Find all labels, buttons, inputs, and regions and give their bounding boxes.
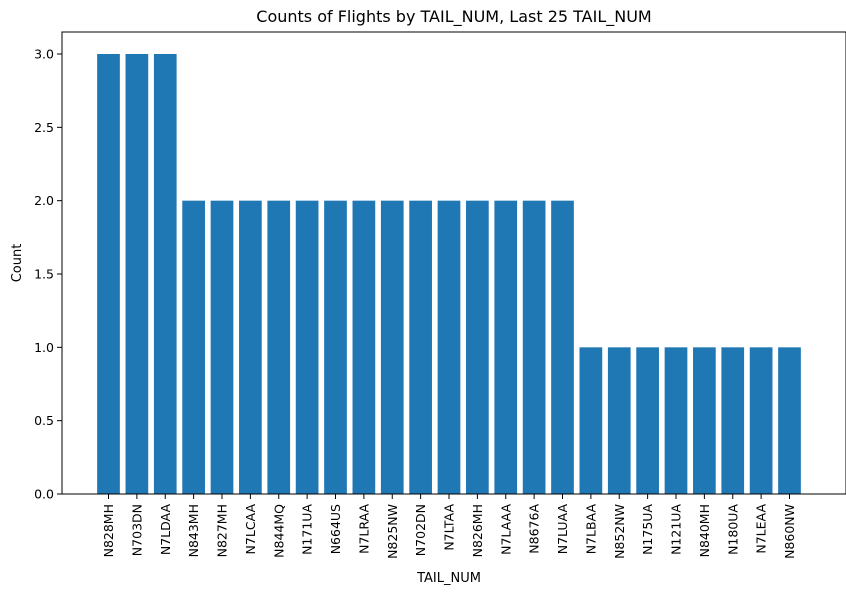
bar-n852nw bbox=[607, 347, 631, 494]
x-tick-label: N860NW bbox=[782, 504, 797, 559]
x-tick-label: N826MH bbox=[470, 504, 485, 557]
x-tick-label: N7LCAA bbox=[243, 504, 258, 555]
x-tick-label: N702DN bbox=[413, 504, 428, 556]
bar-n7leaa bbox=[749, 347, 773, 494]
x-tick-label: N825NW bbox=[385, 504, 400, 559]
y-tick-label: 1.5 bbox=[34, 267, 54, 282]
bar-n825nw bbox=[380, 200, 404, 495]
bars-group bbox=[97, 54, 801, 495]
y-tick-label: 0.5 bbox=[34, 413, 54, 428]
bar-n844mq bbox=[267, 200, 291, 495]
x-tick-label: N827MH bbox=[215, 504, 230, 557]
bar-n7ldaa bbox=[153, 54, 177, 494]
bar-n7laaa bbox=[494, 200, 518, 495]
x-tick-label: N840MH bbox=[697, 504, 712, 557]
y-axis: 0.0 0.5 1.0 1.5 2.0 2.5 3.0 bbox=[34, 47, 62, 502]
bar-n180ua bbox=[721, 347, 745, 494]
bar-n827mh bbox=[210, 200, 234, 495]
plot-frame bbox=[61, 31, 846, 495]
x-tick-label: N175UA bbox=[640, 504, 655, 555]
bar-n8676a bbox=[522, 200, 546, 495]
x-tick-label: N7LTAA bbox=[442, 504, 457, 551]
x-tick-label: N852NW bbox=[612, 504, 627, 559]
bar-n171ua bbox=[295, 200, 319, 495]
bar-n7lcaa bbox=[239, 200, 262, 495]
x-tick-label: N8676A bbox=[527, 504, 542, 554]
y-tick-label: 2.5 bbox=[34, 120, 54, 135]
x-axis-label: TAIL_NUM bbox=[416, 571, 481, 586]
bar-n840mh bbox=[693, 347, 716, 494]
y-tick-label: 0.0 bbox=[34, 487, 54, 502]
y-tick-label: 2.0 bbox=[34, 193, 54, 208]
x-tick-label: N7LAAA bbox=[498, 504, 513, 555]
bar-n664us bbox=[324, 200, 347, 495]
x-tick-label: N7LEAA bbox=[754, 504, 769, 554]
y-tick-label: 3.0 bbox=[34, 47, 54, 62]
bar-n175ua bbox=[636, 347, 659, 494]
y-tick-label: 1.0 bbox=[34, 340, 54, 355]
x-tick-label: N7LRAA bbox=[356, 504, 371, 554]
bar-n703dn bbox=[125, 54, 149, 494]
bar-n843mh bbox=[182, 200, 205, 495]
x-tick-label: N844MQ bbox=[271, 504, 286, 558]
x-tick-label: N121UA bbox=[669, 504, 684, 555]
bar-n828mh bbox=[97, 54, 120, 494]
x-tick-label: N703DN bbox=[129, 504, 144, 556]
x-axis: N828MH N703DN N7LDAA N843MH N827MH N7LCAA N844… bbox=[101, 494, 797, 559]
x-tick-label: N7LUAA bbox=[555, 504, 570, 555]
bar-n7lraa bbox=[352, 200, 376, 495]
x-tick-label: N843MH bbox=[186, 504, 201, 557]
bar-n860nw bbox=[778, 347, 801, 494]
bar-n702dn bbox=[409, 200, 432, 495]
y-axis-label: Count bbox=[10, 244, 25, 283]
x-tick-label: N7LBAA bbox=[583, 504, 598, 555]
bar-n7luaa bbox=[551, 200, 574, 495]
x-tick-label: N180UA bbox=[725, 504, 740, 555]
bar-n826mh bbox=[466, 200, 489, 495]
x-tick-label: N664US bbox=[328, 504, 343, 554]
x-tick-label: N828MH bbox=[101, 504, 116, 557]
bar-n121ua bbox=[664, 347, 688, 494]
chart-title: Counts of Flights by TAIL_NUM, Last 25 T… bbox=[256, 7, 651, 27]
bar-n7lbaa bbox=[579, 347, 603, 494]
bar-n7ltaa bbox=[437, 200, 461, 495]
x-tick-label: N7LDAA bbox=[158, 504, 173, 556]
x-tick-label: N171UA bbox=[300, 504, 315, 555]
